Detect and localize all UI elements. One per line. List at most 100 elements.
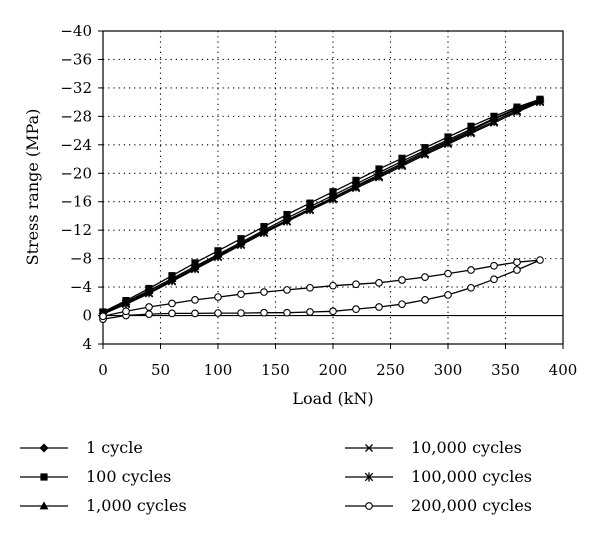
- x-tick-label: 50: [151, 361, 170, 379]
- legend-marker: [365, 502, 373, 510]
- legend-marker: [39, 443, 49, 453]
- legend: 1 cycle 100 cycles 1,000 cycles 10,000 cycl…: [20, 438, 532, 515]
- data-point: [144, 288, 154, 298]
- legend-entry: 1,000 cycles: [20, 496, 187, 515]
- data-point: [260, 308, 268, 317]
- data-point: [190, 263, 200, 274]
- data-point: [236, 239, 246, 250]
- x-tick-label: 400: [549, 361, 578, 379]
- data-point: [121, 298, 131, 309]
- data-point: [305, 204, 315, 215]
- x-axis-title: Load (kN): [292, 389, 373, 408]
- data-point: [444, 291, 452, 299]
- data-point: [535, 96, 545, 107]
- legend-marker: [40, 473, 48, 481]
- data-point: [467, 266, 475, 274]
- legend-label: 200,000 cycles: [411, 496, 532, 515]
- y-tick-label: −36: [60, 50, 92, 68]
- data-point: [467, 283, 475, 292]
- legend-label: 1 cycle: [86, 438, 143, 457]
- series-line: [102, 100, 541, 314]
- y-tick-label: −28: [60, 107, 92, 125]
- data-point: [398, 276, 406, 284]
- y-axis-title: Stress range (MPa): [23, 109, 42, 266]
- legend-marker: [39, 501, 49, 510]
- data-point: [374, 171, 384, 181]
- y-tick-label: −8: [70, 250, 92, 268]
- legend-entry: 10,000 cycles: [345, 438, 522, 457]
- y-tick-label: −12: [60, 221, 92, 239]
- data-point: [512, 106, 522, 116]
- series-6: [99, 256, 544, 323]
- legend-marker: [364, 443, 374, 453]
- data-point: [306, 308, 314, 316]
- x-tick-label: 150: [261, 361, 290, 379]
- data-point: [259, 227, 269, 237]
- data-point: [375, 303, 383, 311]
- y-tick-label: 0: [82, 307, 92, 325]
- data-point: [443, 138, 453, 148]
- legend-label: 10,000 cycles: [411, 438, 522, 457]
- data-point: [329, 307, 337, 316]
- data-point: [490, 275, 498, 284]
- y-tick-label: −24: [60, 136, 92, 154]
- data-point: [167, 276, 177, 286]
- data-point: [237, 290, 245, 299]
- data-point: [513, 258, 521, 267]
- data-point: [168, 299, 176, 308]
- data-point: [351, 182, 361, 192]
- data-point: [282, 216, 292, 226]
- data-point: [397, 160, 407, 170]
- x-tick-label: 350: [491, 361, 520, 379]
- data-point: [168, 309, 176, 318]
- grid-lines: [103, 31, 563, 344]
- data-point: [145, 310, 153, 318]
- data-point: [237, 309, 245, 317]
- data-point: [191, 309, 199, 318]
- data-point: [283, 286, 291, 294]
- data-point: [421, 296, 429, 304]
- data-point: [513, 266, 521, 274]
- x-tick-label: 250: [376, 361, 405, 379]
- data-point: [306, 283, 314, 292]
- data-point: [490, 261, 498, 270]
- legend-label: 100,000 cycles: [411, 467, 532, 486]
- legend-entry: 1 cycle: [20, 438, 143, 457]
- data-point: [444, 269, 452, 278]
- series-line: [102, 99, 541, 314]
- data-point: [489, 116, 499, 126]
- axis-ticks: 0 50 100 150 200 250 300 350 400−40−36−32−28−24−…: [60, 22, 577, 379]
- data-point: [214, 293, 222, 301]
- y-tick-label: −32: [60, 79, 92, 97]
- y-tick-label: −16: [60, 193, 92, 211]
- legend-label: 1,000 cycles: [86, 496, 187, 515]
- x-tick-label: 0: [98, 361, 108, 379]
- data-point: [122, 307, 130, 316]
- x-tick-label: 300: [434, 361, 463, 379]
- data-point: [466, 127, 476, 137]
- data-point: [145, 303, 153, 311]
- data-point: [191, 296, 199, 304]
- data-point: [421, 273, 429, 281]
- data-point: [398, 300, 406, 309]
- legend-entry: 100,000 cycles: [345, 467, 532, 486]
- data-point: [260, 288, 268, 296]
- y-tick-label: −4: [70, 278, 92, 296]
- series-line: [102, 98, 541, 313]
- data-point: [328, 193, 338, 203]
- data-point: [375, 278, 383, 287]
- series-4: [98, 98, 545, 319]
- data-point: [99, 312, 107, 321]
- data-point: [329, 281, 337, 290]
- x-tick-label: 200: [319, 361, 348, 379]
- legend-entry: 200,000 cycles: [345, 496, 532, 515]
- y-tick-label: 4: [82, 335, 92, 353]
- y-tick-label: −20: [60, 164, 92, 182]
- legend-label: 100 cycles: [86, 467, 171, 486]
- series-5: [98, 96, 545, 319]
- data-point: [213, 251, 223, 262]
- data-point: [352, 280, 360, 289]
- series-group: [98, 95, 545, 323]
- y-tick-label: −40: [60, 22, 92, 40]
